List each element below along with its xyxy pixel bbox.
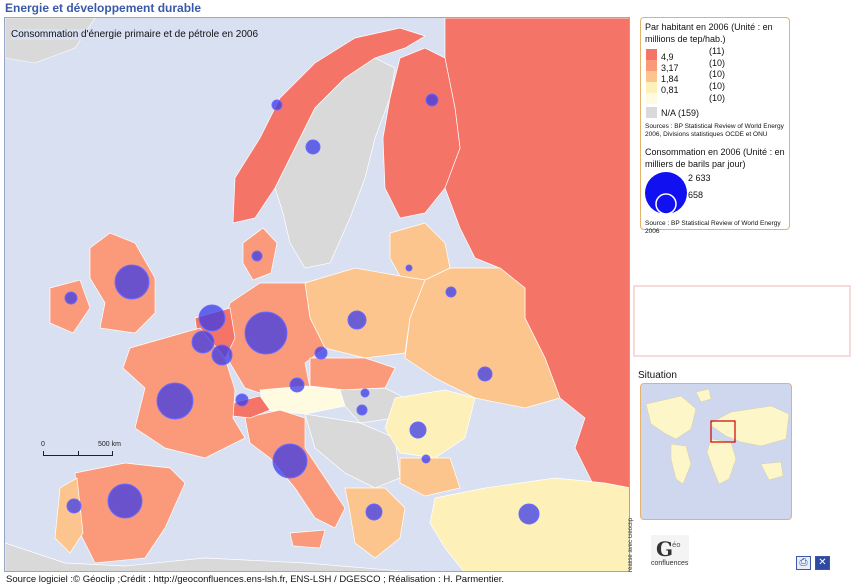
info-panel: [633, 285, 851, 357]
circle-latvia: [405, 264, 413, 272]
footer-credits: Source logiciel :© Géoclip ;Crédit : htt…: [6, 574, 505, 585]
circle-belgium: [191, 330, 215, 354]
logo-text: confluences: [651, 560, 689, 567]
overview-map-svg: [641, 384, 791, 519]
circle-denmark: [251, 250, 263, 262]
scale-label-end: 500 km: [98, 441, 121, 448]
legend-source-1: Sources : BP Statistical Review of World…: [645, 123, 784, 138]
legend-swatch: [646, 49, 657, 60]
svg-text:G: G: [656, 537, 673, 561]
circle-legend-small: [655, 193, 677, 215]
map-svg: [5, 18, 629, 571]
proportional-value-small: 658: [688, 190, 704, 200]
circle-czech: [314, 346, 328, 360]
map-credit: réalisé avec Géoclip: [628, 517, 634, 572]
circle-ireland: [64, 291, 78, 305]
circle-norway: [305, 139, 321, 155]
circle-switzerland: [235, 393, 249, 407]
circle-bulgaria: [421, 454, 431, 464]
legend-class-count: (10): [709, 81, 726, 91]
circle-ukraine: [477, 366, 493, 382]
scale-tick: [43, 451, 44, 456]
circle-united-kingdom: [114, 264, 150, 300]
legend-na-swatch: [646, 107, 657, 118]
circle-italy: [272, 443, 308, 479]
legend-swatch: [646, 82, 657, 93]
legend-class-value: 1,84: [661, 74, 679, 84]
proportional-legend-title: Consommation en 2006 (Unité : en millier…: [645, 147, 785, 169]
map-title: Consommation d'énergie primaire et de pé…: [11, 29, 259, 40]
legend-swatch: [646, 93, 657, 104]
legend-class-value: 0,81: [661, 85, 679, 95]
situation-label: Situation: [638, 370, 677, 381]
circle-austria: [289, 377, 305, 393]
circle-turkey: [518, 503, 540, 525]
circle-finland: [425, 93, 439, 107]
legend-swatch: [646, 60, 657, 71]
circle-poland: [347, 310, 367, 330]
scale-tick: [112, 451, 113, 456]
geoconfluences-logo: G éo: [651, 535, 689, 571]
scale-tick: [78, 451, 79, 456]
circle-netherlands: [198, 304, 226, 332]
app-title: Energie et développement durable: [5, 1, 202, 15]
scale-bar: 0 500 km: [33, 438, 123, 468]
legend-panel: Par habitant en 2006 (Unité : en million…: [640, 17, 790, 235]
circle-germany: [244, 311, 288, 355]
circle-portugal: [66, 498, 82, 514]
circle-slovakia: [360, 388, 370, 398]
legend-class-count: (11): [709, 46, 725, 56]
close-icon[interactable]: ✕: [815, 556, 830, 570]
legend-class-count: (10): [709, 69, 726, 79]
proportional-circles-legend: [645, 172, 687, 215]
overview-extent: [710, 420, 736, 443]
circle-belarus: [445, 286, 457, 298]
legend-swatch: [646, 71, 657, 82]
scale-label-start: 0: [41, 441, 45, 448]
legend-class-count: (10): [709, 93, 726, 103]
circle-hungary: [356, 404, 368, 416]
legend-na-label: N/A (159): [661, 108, 700, 118]
print-icon[interactable]: ⎙: [796, 556, 811, 570]
legend-source-2: Source : BP Statistical Review of World …: [645, 220, 781, 235]
choropleth-legend-title: Par habitant en 2006 (Unité : en million…: [645, 22, 773, 44]
legend-class-count: (10): [709, 58, 726, 68]
circle-sweden: [271, 99, 283, 111]
situation-overview-map[interactable]: [640, 383, 792, 520]
circle-spain: [107, 483, 143, 519]
map-view[interactable]: Consommation d'énergie primaire et de pé…: [4, 17, 630, 572]
circle-greece: [365, 503, 383, 521]
svg-text:éo: éo: [672, 541, 681, 549]
circle-romania: [409, 421, 427, 439]
legend-class-value: 3,17: [661, 63, 679, 73]
legend-class-value: 4,9: [661, 52, 674, 62]
circle-france: [156, 382, 194, 420]
circle-belgium-2: [211, 344, 233, 366]
proportional-value-large: 2 633: [688, 173, 711, 183]
